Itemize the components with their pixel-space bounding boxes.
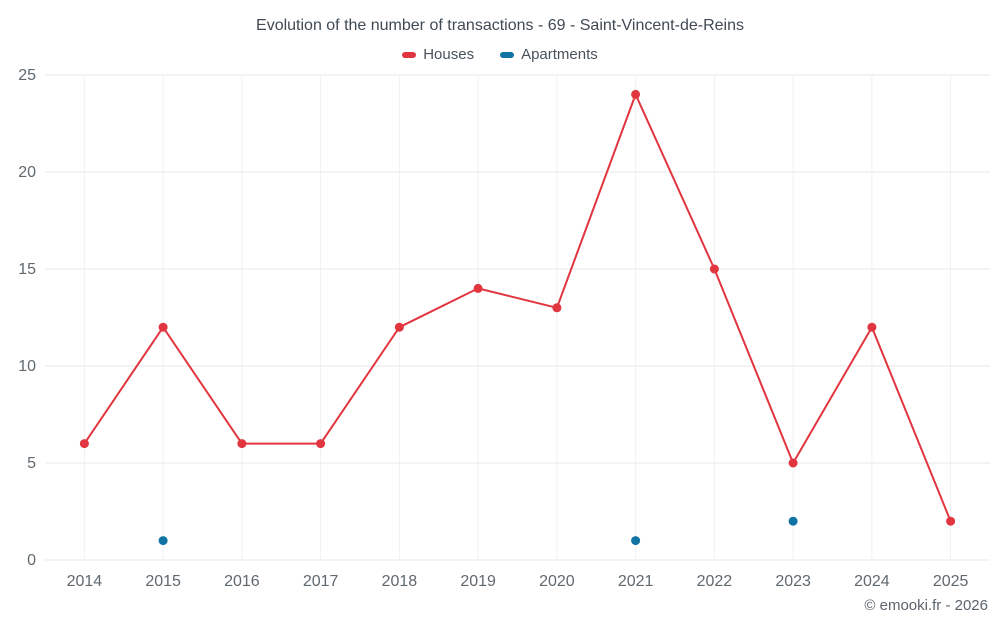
- houses-point[interactable]: [709, 264, 719, 274]
- x-tick-label: 2022: [697, 573, 733, 590]
- x-tick-label: 2015: [145, 573, 181, 590]
- x-tick-label: 2020: [539, 573, 575, 590]
- y-tick-label: 10: [18, 358, 36, 375]
- x-tick-label: 2021: [618, 573, 654, 590]
- houses-line: [83, 93, 952, 523]
- x-tick-label: 2016: [224, 573, 260, 590]
- houses-point[interactable]: [316, 439, 326, 449]
- x-tick-label: 2017: [303, 573, 339, 590]
- houses-point[interactable]: [237, 439, 247, 449]
- y-tick-label: 25: [18, 67, 36, 84]
- x-tick-label: 2025: [933, 573, 969, 590]
- houses-point[interactable]: [158, 322, 168, 332]
- x-tick-label: 2023: [775, 573, 811, 590]
- y-tick-label: 20: [18, 164, 36, 181]
- y-tick-label: 5: [27, 455, 36, 472]
- houses-point[interactable]: [394, 322, 404, 332]
- houses-point[interactable]: [473, 283, 483, 293]
- x-tick-label: 2024: [854, 573, 890, 590]
- x-tick-label: 2014: [67, 573, 103, 590]
- apartments-point[interactable]: [158, 536, 168, 546]
- apartments-point[interactable]: [788, 516, 798, 526]
- apartments-point[interactable]: [631, 536, 641, 546]
- apartments-legend-marker-icon: [500, 51, 515, 58]
- x-tick-label: 2019: [460, 573, 496, 590]
- chart-legend: Houses Apartments: [0, 46, 1000, 63]
- houses-point[interactable]: [552, 303, 562, 313]
- legend-item-houses[interactable]: Houses: [402, 46, 474, 63]
- houses-point[interactable]: [631, 89, 641, 99]
- x-tick-label: 2018: [382, 573, 418, 590]
- chart-title: Evolution of the number of transactions …: [256, 17, 744, 34]
- houses-point[interactable]: [788, 458, 798, 468]
- legend-item-apartments[interactable]: Apartments: [500, 46, 598, 63]
- houses-legend-marker-icon: [402, 51, 417, 58]
- houses-point[interactable]: [867, 322, 877, 332]
- houses-point[interactable]: [946, 516, 956, 526]
- houses-point[interactable]: [79, 439, 89, 449]
- y-tick-label: 0: [27, 552, 36, 569]
- y-tick-label: 15: [18, 261, 36, 278]
- footer-credit: © emooki.fr - 2026: [864, 597, 988, 614]
- apartments-legend-label: Apartments: [521, 46, 598, 63]
- houses-legend-label: Houses: [423, 46, 475, 63]
